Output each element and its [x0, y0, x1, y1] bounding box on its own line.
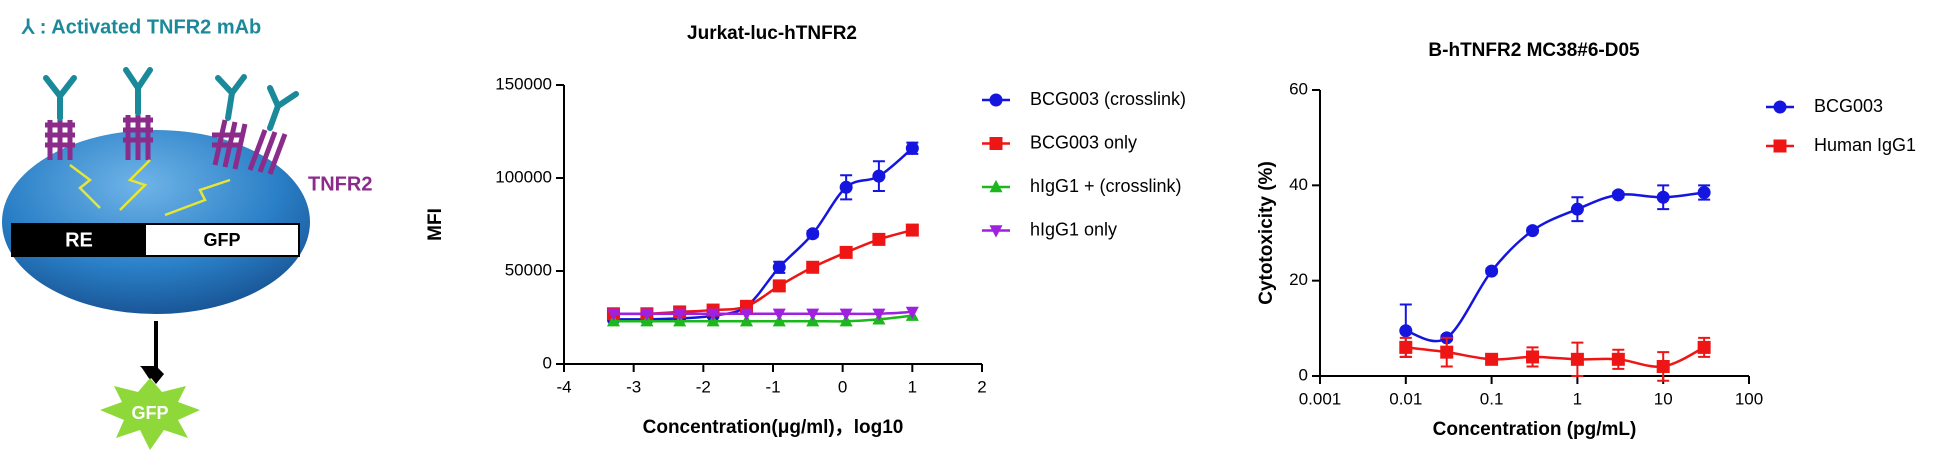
- data-point: [905, 141, 919, 155]
- legend-marker: [989, 137, 1003, 150]
- data-point: [1485, 264, 1499, 278]
- x-tick-label: 1: [1573, 389, 1582, 408]
- data-point: [1526, 224, 1540, 238]
- legend-label: hIgG1 only: [1030, 219, 1117, 239]
- x-tick-label: 0: [838, 377, 847, 396]
- chart-title: B-hTNFR2 MC38#6-D05: [1428, 40, 1640, 61]
- data-point: [1526, 350, 1540, 364]
- y-axis-label: Cytotoxicity (%): [1256, 161, 1277, 305]
- x-tick-label: 1: [908, 377, 917, 396]
- data-point: [1656, 190, 1670, 204]
- series-line: [613, 147, 914, 321]
- data-point: [1656, 359, 1670, 373]
- x-tick-label: -2: [696, 377, 711, 396]
- data-point: [1399, 324, 1413, 338]
- reporter-label: GFP: [203, 230, 240, 250]
- data-point: [1611, 188, 1625, 202]
- x-tick-label: 100: [1735, 389, 1763, 408]
- legend-label: BCG003 only: [1030, 132, 1137, 152]
- y-tick-label: 150000: [495, 74, 552, 93]
- data-point: [1440, 345, 1454, 359]
- data-point: [905, 223, 919, 237]
- legend-label: hIgG1 + (crosslink): [1030, 176, 1182, 196]
- data-point: [806, 227, 820, 241]
- antibodies: [43, 67, 299, 131]
- y-axis-label: MFI: [425, 208, 446, 241]
- legend-marker: [989, 179, 1003, 193]
- legend-label: Human IgG1: [1814, 135, 1916, 155]
- legend-marker: [1773, 100, 1787, 114]
- y-tick-label: 50000: [505, 260, 552, 279]
- y-tick-label: 40: [1289, 175, 1308, 194]
- x-tick-label: -4: [556, 377, 571, 396]
- data-point: [706, 308, 720, 321]
- data-point: [872, 169, 886, 183]
- receptors: [45, 115, 288, 175]
- data-point: [772, 260, 786, 274]
- gfp-burst: [100, 378, 200, 450]
- legend-marker: [989, 225, 1003, 238]
- y-tick-label: 0: [543, 353, 552, 372]
- x-axis-label: Concentration (pg/mL): [1433, 419, 1637, 440]
- data-point: [1485, 352, 1499, 366]
- data-point: [1570, 352, 1584, 366]
- data-point: [806, 308, 820, 321]
- y-tick-label: 100000: [495, 167, 552, 186]
- data-point: [806, 260, 820, 274]
- data-point: [772, 279, 786, 293]
- output-label: GFP: [131, 403, 168, 423]
- data-point: [740, 308, 754, 321]
- data-point: [839, 308, 853, 321]
- data-point: [772, 308, 786, 321]
- data-point: [1570, 202, 1584, 216]
- promoter-label: RE: [65, 229, 93, 251]
- x-axis-label: Concentration(μg/ml)，log10: [643, 417, 904, 438]
- data-point: [1611, 352, 1625, 366]
- x-tick-label: 2: [977, 377, 986, 396]
- legend-label: BCG003: [1814, 96, 1883, 116]
- data-point: [640, 308, 654, 321]
- signals: [69, 159, 231, 217]
- series-line: [613, 310, 913, 316]
- x-tick-label: 0.01: [1389, 389, 1422, 408]
- series-line: [613, 228, 913, 316]
- data-point: [673, 308, 687, 321]
- x-tick-label: -3: [626, 377, 641, 396]
- x-tick-label: 10: [1654, 389, 1673, 408]
- x-tick-label: 0.001: [1299, 389, 1342, 408]
- data-point: [872, 232, 886, 246]
- y-tick-label: 20: [1289, 270, 1308, 289]
- data-point: [905, 306, 919, 320]
- data-point: [1399, 340, 1413, 354]
- promoter: [12, 224, 146, 256]
- series-line: [613, 314, 913, 323]
- data-point: [839, 180, 853, 194]
- cell: [2, 130, 310, 314]
- y-tick-label: 0: [1299, 365, 1308, 384]
- receptor-label: TNFR2: [308, 173, 372, 195]
- data-point: [839, 245, 853, 259]
- x-tick-label: -1: [765, 377, 780, 396]
- data-point: [606, 308, 620, 321]
- series-line: [1405, 191, 1705, 343]
- arrow-tip: [140, 366, 164, 384]
- y-tick-label: 60: [1289, 79, 1308, 98]
- antibody-legend: ⅄ : Activated TNFR2 mAb: [21, 16, 261, 38]
- data-point: [872, 308, 886, 321]
- legend-marker: [1773, 139, 1787, 153]
- data-point: [1697, 185, 1711, 199]
- legend-label: BCG003 (crosslink): [1030, 89, 1186, 109]
- diagram: ⅄ : Activated TNFR2 mAb RE GFP TNFR2 GFP: [2, 16, 372, 450]
- chart-title: Jurkat-luc-hTNFR2: [687, 23, 857, 44]
- legend-marker: [989, 93, 1003, 107]
- data-point: [1697, 340, 1711, 354]
- x-tick-label: 0.1: [1480, 389, 1504, 408]
